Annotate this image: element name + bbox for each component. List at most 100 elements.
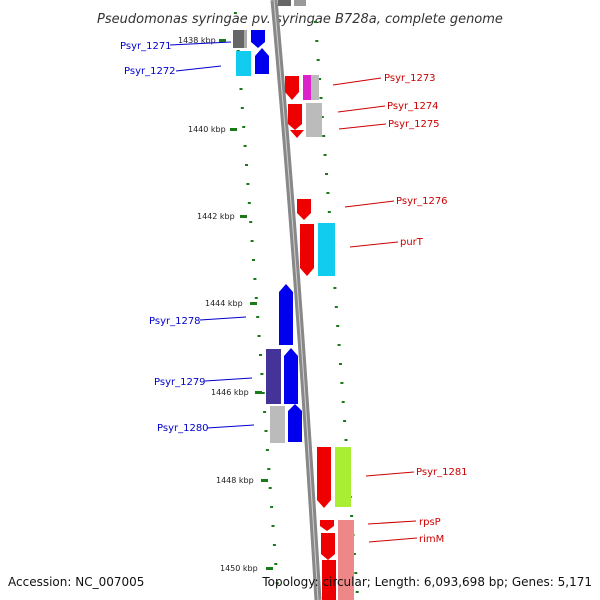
tick-mark — [219, 39, 226, 42]
ruler-dot — [272, 544, 276, 546]
ruler-dot — [350, 515, 354, 517]
ruler-dot — [320, 116, 324, 118]
ruler-dot — [325, 173, 328, 175]
gene-labels-left: Psyr_1271 Psyr_1272 Psyr_1278 Psyr_1279 … — [120, 41, 255, 434]
genome-backbone — [270, 0, 322, 600]
ruler-dot — [344, 439, 348, 441]
ruler-dot — [337, 344, 341, 346]
ruler-dot — [316, 59, 320, 61]
ruler-dot — [340, 382, 344, 384]
map-title: Pseudomonas syringae pv. syringae B728a,… — [97, 12, 503, 27]
gene-label[interactable]: Psyr_1271 — [120, 41, 172, 52]
tick-mark — [250, 302, 257, 305]
ruler-dot — [333, 287, 337, 289]
gene-feature-psyr1276[interactable] — [297, 199, 311, 220]
topology-text: Topology: circular; Length: 6,093,698 bp… — [261, 575, 592, 589]
gene-label[interactable]: Psyr_1276 — [396, 196, 448, 207]
gene-label[interactable]: rimM — [419, 534, 444, 545]
gene-feature-psyr1273[interactable] — [285, 75, 319, 100]
scale-ruler — [233, 12, 279, 584]
ruler-dot — [267, 468, 271, 470]
gene-feature[interactable] — [278, 0, 306, 6]
ruler-dot — [271, 525, 275, 527]
gene-feature-psyr1279[interactable] — [266, 348, 298, 404]
gene-feature-psyr1271[interactable] — [233, 30, 265, 48]
ruler-dot — [247, 202, 251, 204]
ruler-dot — [339, 363, 342, 365]
ruler-dot — [322, 135, 326, 137]
gene-feature-rimm[interactable] — [321, 520, 354, 600]
tick-mark — [261, 479, 268, 482]
ruler-dot — [313, 21, 317, 23]
gene-label[interactable]: Psyr_1281 — [416, 467, 468, 478]
tick-label: 1446 kbp — [211, 388, 249, 397]
accession-text: Accession: NC_007005 — [8, 575, 144, 589]
tick-mark — [266, 567, 273, 570]
ruler-dot — [265, 449, 269, 451]
ruler-dot — [257, 335, 261, 337]
ruler-dot — [259, 354, 262, 356]
ruler-dot — [245, 164, 248, 166]
tick-label: 1440 kbp — [188, 125, 226, 134]
gene-feature-psyr1281[interactable] — [317, 447, 351, 508]
ruler-dot — [336, 325, 340, 327]
gene-labels-right: Psyr_1273 Psyr_1274 Psyr_1275 Psyr_1276 … — [332, 73, 468, 545]
ruler-dot — [233, 12, 237, 14]
gene-label[interactable]: Psyr_1273 — [384, 73, 436, 84]
tick-label: 1438 kbp — [178, 36, 216, 45]
ruler-dot — [334, 306, 338, 308]
tick-mark — [230, 128, 237, 131]
gene-label[interactable]: Psyr_1280 — [157, 423, 209, 434]
ruler-dot — [352, 553, 356, 555]
ruler-dot — [319, 97, 323, 99]
ruler-dot — [242, 126, 246, 128]
tick-mark — [255, 391, 262, 394]
gene-label[interactable]: Psyr_1275 — [388, 119, 440, 130]
gene-feature-psyr1278[interactable] — [279, 284, 293, 345]
ruler-dot — [243, 145, 247, 147]
scale-ticks: 1438 kbp 1440 kbp 1442 kbp 1444 kbp 1446… — [178, 36, 273, 573]
ruler-dot — [318, 78, 322, 80]
ruler-dot — [253, 278, 257, 280]
ruler-dot — [268, 487, 272, 489]
tick-mark — [240, 215, 247, 218]
gene-label[interactable]: purT — [400, 237, 424, 248]
ruler-dot — [240, 107, 244, 109]
ruler-dot — [274, 563, 278, 565]
ruler-dot — [239, 88, 243, 90]
ruler-dot — [249, 221, 253, 223]
gene-feature-rpsp[interactable] — [320, 520, 334, 531]
ruler-dot — [326, 192, 330, 194]
gene-feature-psyr1275[interactable] — [290, 103, 322, 138]
ruler-dot — [343, 420, 347, 422]
gene-label[interactable]: rpsP — [419, 517, 441, 528]
gene-feature-psyr1274[interactable] — [288, 104, 302, 130]
tick-label: 1444 kbp — [205, 299, 243, 308]
tick-label: 1442 kbp — [197, 212, 235, 221]
gene-feature-purt[interactable] — [300, 223, 335, 276]
ruler-dot — [256, 316, 260, 318]
ruler-dot — [264, 430, 268, 432]
ruler-dot — [323, 154, 327, 156]
ruler-dot — [260, 373, 264, 375]
tick-label: 1448 kbp — [216, 476, 254, 485]
ruler-dot — [354, 572, 358, 574]
ruler-dot — [246, 183, 250, 185]
gene-feature-psyr1280[interactable] — [270, 404, 302, 443]
ruler-dot — [263, 411, 267, 413]
ruler-dot — [252, 259, 255, 261]
gene-label[interactable]: Psyr_1279 — [154, 377, 206, 388]
gene-label[interactable]: Psyr_1272 — [124, 66, 176, 77]
ruler-dot — [315, 40, 319, 42]
ruler-dot — [355, 591, 359, 593]
ruler-dot — [275, 582, 279, 584]
ruler-dot — [254, 297, 258, 299]
gene-feature-psyr1272[interactable] — [236, 48, 269, 76]
gene-label[interactable]: Psyr_1274 — [387, 101, 439, 112]
ruler-dot — [327, 211, 331, 213]
gene-label[interactable]: Psyr_1278 — [149, 316, 201, 327]
tick-label: 1450 kbp — [220, 564, 258, 573]
ruler-dot — [250, 240, 254, 242]
ruler-dot — [270, 506, 274, 508]
